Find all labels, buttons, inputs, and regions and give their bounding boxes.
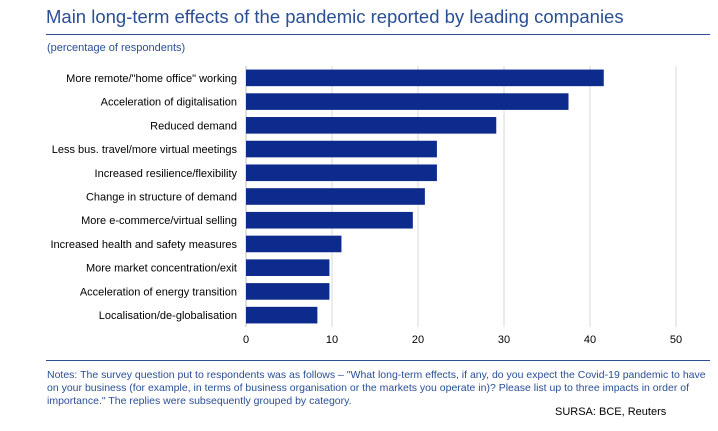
- notes-rule: [46, 360, 710, 361]
- category-label: Reduced demand: [150, 120, 237, 132]
- x-tick-label: 50: [670, 334, 682, 346]
- bar: [246, 117, 497, 134]
- notes-text: Notes: The survey question put to respon…: [47, 369, 706, 407]
- bar: [246, 164, 437, 182]
- category-label: Acceleration of digitalisation: [101, 97, 237, 109]
- bar: [246, 306, 318, 324]
- category-labels: More remote/"home office" working Acceler…: [50, 73, 237, 322]
- x-tick-label: 40: [584, 334, 596, 346]
- x-tick-label: 30: [498, 334, 510, 346]
- bar: [246, 259, 330, 276]
- category-label: Less bus. travel/more virtual meetings: [52, 144, 238, 156]
- source-text: SURSA: BCE, Reuters: [555, 406, 667, 418]
- x-tick-label: 0: [243, 334, 249, 346]
- bar: [246, 283, 330, 300]
- x-axis-ticks: 0 10 20 30 40 50: [243, 334, 682, 346]
- bar: [246, 211, 413, 229]
- bar-chart: More remote/"home office" working Acceler…: [50, 66, 682, 346]
- category-label: Acceleration of energy transition: [80, 286, 237, 298]
- category-label: Change in structure of demand: [86, 192, 237, 204]
- bar: [246, 235, 342, 253]
- chart-title: Main long-term effects of the pandemic r…: [46, 6, 624, 27]
- category-label: Localisation/de-globalisation: [99, 310, 237, 322]
- bar: [246, 188, 425, 205]
- title-rule: [46, 34, 710, 35]
- category-label: More market concentration/exit: [86, 263, 237, 275]
- bar: [246, 93, 569, 110]
- category-label: Increased health and safety measures: [50, 239, 237, 251]
- x-tick-label: 20: [412, 334, 424, 346]
- category-label: More remote/"home office" working: [66, 73, 237, 85]
- chart-subtitle: (percentage of respondents): [47, 42, 186, 54]
- x-tick-label: 10: [326, 334, 338, 346]
- bar: [246, 69, 604, 87]
- bar: [246, 140, 437, 158]
- category-label: Increased resilience/flexibility: [95, 168, 238, 180]
- category-label: More e-commerce/virtual selling: [81, 215, 237, 227]
- bar-series: [246, 69, 604, 324]
